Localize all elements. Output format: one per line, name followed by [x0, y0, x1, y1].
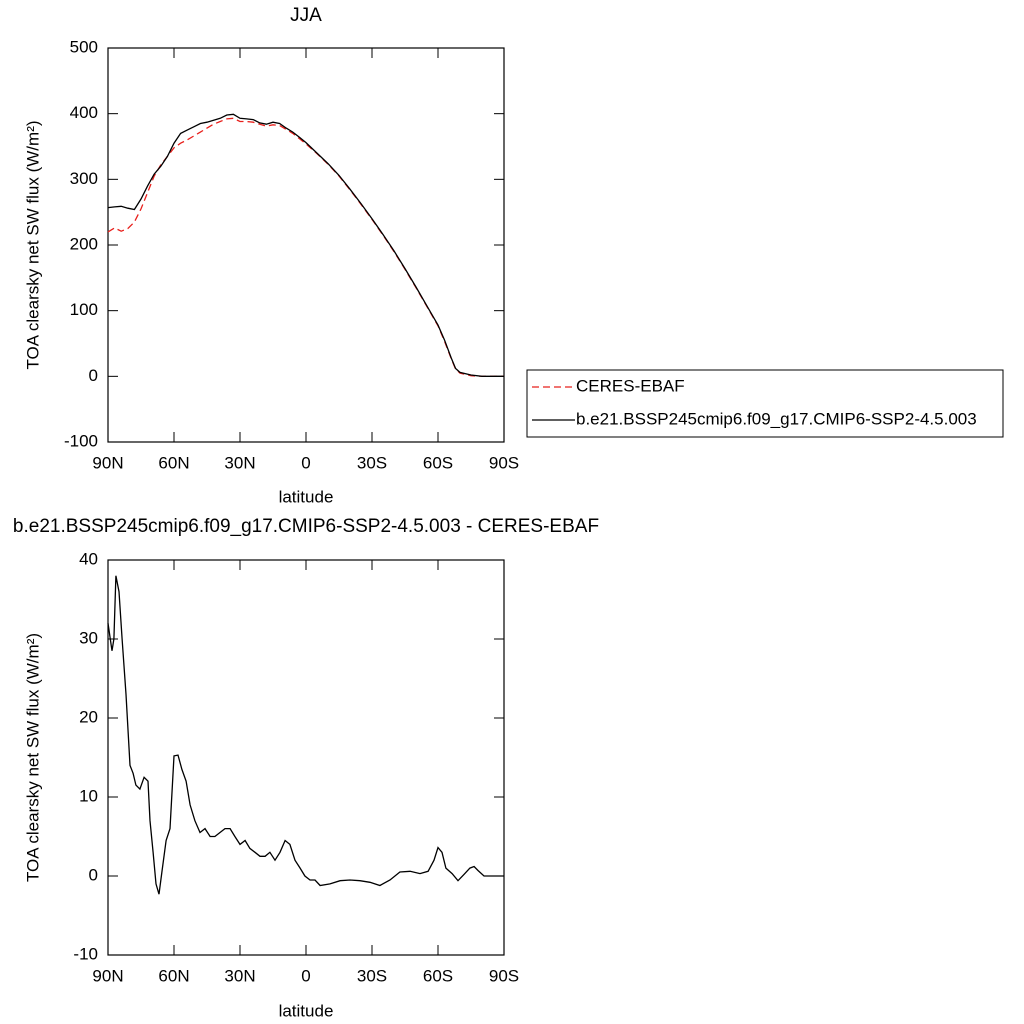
y-tick-label: 200 — [70, 234, 98, 253]
x-tick-label: 90S — [489, 453, 519, 472]
y-tick-label: 500 — [70, 37, 98, 56]
y-tick-label: 0 — [89, 366, 98, 385]
x-tick-label: 0 — [301, 966, 310, 985]
x-tick-label: 30S — [357, 966, 387, 985]
legend-label: CERES-EBAF — [576, 376, 685, 395]
x-tick-label: 30N — [224, 453, 255, 472]
chart-title: JJA — [290, 5, 322, 26]
legend-box — [526, 369, 1004, 438]
y-axis-label: TOA clearsky net SW flux (W/m²) — [23, 633, 42, 882]
y-tick-label: 100 — [70, 300, 98, 319]
y-tick-label: 30 — [79, 628, 98, 647]
x-tick-label: 90N — [92, 966, 123, 985]
x-tick-label: 60S — [423, 966, 453, 985]
x-tick-label: 60N — [158, 966, 189, 985]
data-line — [107, 117, 504, 377]
plot-frame — [107, 559, 505, 956]
y-tick-label: -10 — [73, 944, 98, 963]
data-line — [107, 113, 504, 377]
x-tick-label: 30N — [224, 966, 255, 985]
y-tick-label: 0 — [89, 865, 98, 884]
y-tick-label: 10 — [79, 786, 98, 805]
y-tick-label: -100 — [64, 431, 98, 450]
x-tick-label: 0 — [301, 453, 310, 472]
y-tick-label: 400 — [70, 103, 98, 122]
x-tick-label: 30S — [357, 453, 387, 472]
legend-label: b.e21.BSSP245cmip6.f09_g17.CMIP6-SSP2-4.… — [576, 409, 977, 428]
x-tick-label: 60N — [158, 453, 189, 472]
x-tick-label: 60S — [423, 453, 453, 472]
plot-frame — [107, 47, 505, 443]
y-tick-label: 40 — [79, 549, 98, 568]
x-axis-label: latitude — [279, 1001, 334, 1020]
x-axis-label: latitude — [279, 487, 334, 506]
y-tick-label: 20 — [79, 707, 98, 726]
y-tick-label: 300 — [70, 169, 98, 188]
chart-title: b.e21.BSSP245cmip6.f09_g17.CMIP6-SSP2-4.… — [13, 516, 599, 537]
x-tick-label: 90N — [92, 453, 123, 472]
y-axis-label: TOA clearsky net SW flux (W/m²) — [23, 120, 42, 369]
x-tick-label: 90S — [489, 966, 519, 985]
data-line — [107, 575, 504, 895]
